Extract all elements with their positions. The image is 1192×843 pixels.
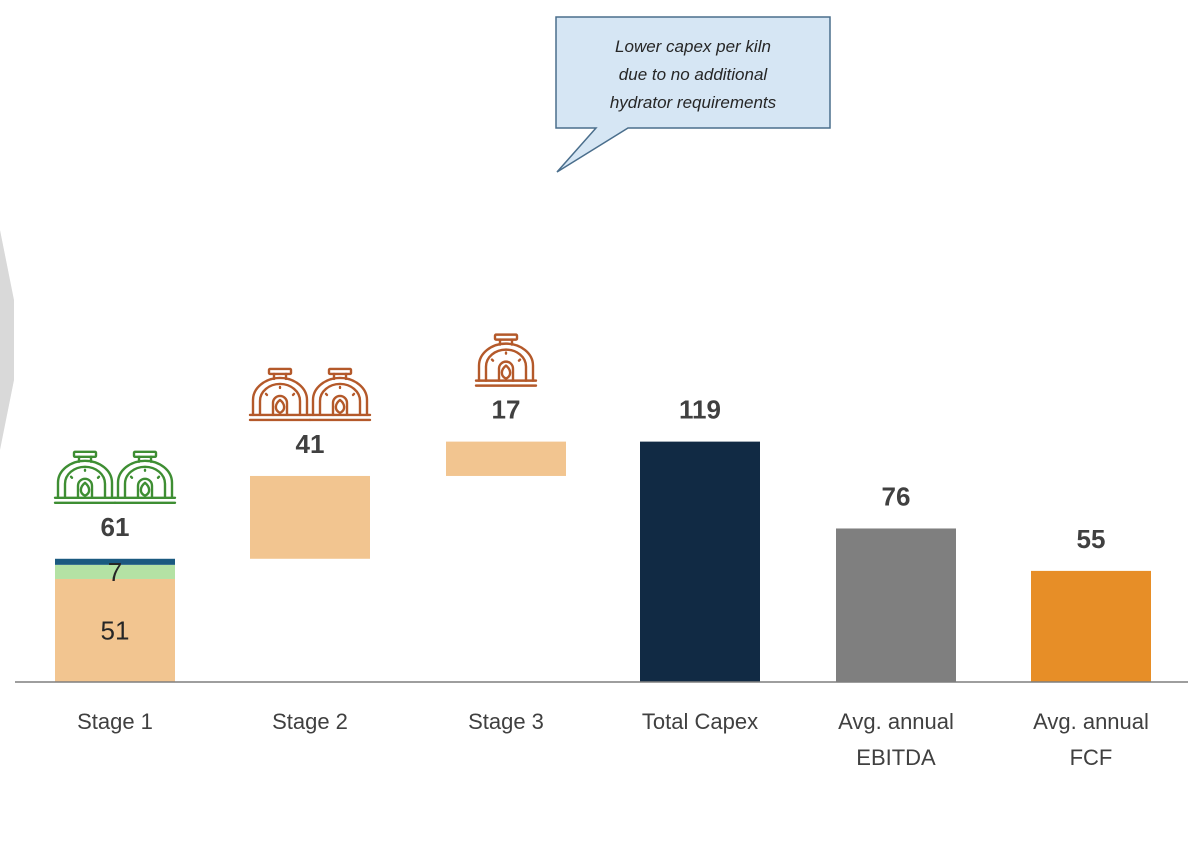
x-tick-label: EBITDA	[856, 745, 936, 770]
bar-5-segment-0	[1031, 570, 1151, 682]
callout-text-line: hydrator requirements	[610, 93, 777, 112]
kiln-icon	[474, 333, 538, 387]
x-tick-label: FCF	[1070, 745, 1113, 770]
segment-value-label: 51	[101, 615, 130, 645]
kiln-icon	[308, 367, 372, 422]
bar-0-segment-0	[55, 578, 175, 682]
bar-2-segment-0	[446, 441, 566, 476]
bar-3-segment-0	[640, 441, 760, 682]
bar-0-segment-2	[55, 558, 175, 565]
kiln-icon	[248, 367, 312, 422]
icons-layer	[53, 333, 538, 504]
kiln-icon	[113, 450, 177, 504]
total-value-label: 119	[679, 395, 721, 425]
bar-1-segment-0	[250, 475, 370, 559]
total-value-label: 61	[101, 512, 130, 542]
x-tick-label: Avg. annual	[1033, 709, 1149, 734]
labels-layer: 51 7 61 41 17 119 76 55 Stage 1 Stage 2 Stage 3 Tot…	[77, 395, 1149, 770]
total-value-label: 41	[296, 429, 325, 459]
bar-0-segment-1	[55, 564, 175, 579]
total-value-label: 76	[882, 481, 911, 511]
total-value-label: 17	[492, 395, 521, 425]
x-tick-label: Stage 2	[272, 709, 348, 734]
callout-text-line: due to no additional	[619, 65, 769, 84]
x-tick-label: Stage 1	[77, 709, 153, 734]
bar-4-segment-0	[836, 528, 956, 682]
kiln-icon	[53, 450, 117, 504]
left-chevron-decoration	[0, 230, 14, 450]
callout-box	[555, 16, 831, 173]
callout-text-line: Lower capex per kiln	[615, 37, 771, 56]
bars-layer	[55, 441, 1151, 682]
segment-value-label: 7	[108, 557, 122, 587]
x-tick-label: Avg. annual	[838, 709, 954, 734]
total-value-label: 55	[1077, 524, 1106, 554]
x-tick-label: Stage 3	[468, 709, 544, 734]
x-tick-label: Total Capex	[642, 709, 758, 734]
callout-annotation: Lower capex per kiln due to no additional…	[555, 16, 831, 173]
